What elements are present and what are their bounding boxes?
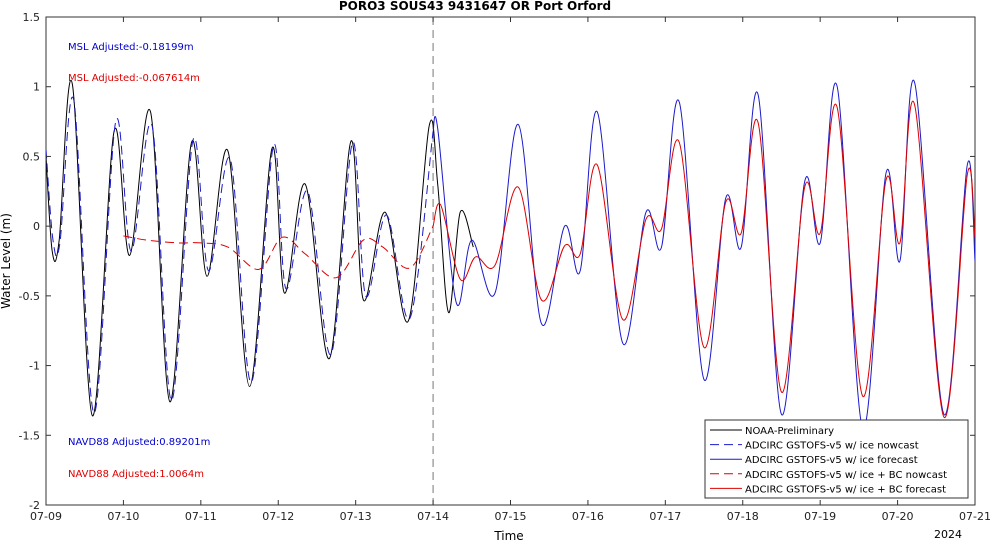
y-tick-label: -2 [29,499,40,512]
legend-entry: ADCIRC GSTOFS-v5 w/ ice + BC forecast [745,484,946,495]
series-line-4 [432,100,975,418]
annotation-text: NAVD88 Adjusted:0.89201m [68,437,210,448]
series-line-2 [432,79,975,429]
annotations: MSL Adjusted:-0.18199m MSL Adjusted:-0.06… [68,42,210,480]
x-tick-label: 07-20 [882,510,914,523]
legend-entry: ADCIRC GSTOFS-v5 w/ ice nowcast [745,441,919,452]
y-axis-label: Water Level (m) [0,213,13,309]
x-tick-label: 07-14 [417,510,449,523]
y-axis: 1.5 1 0.5 0 -0.5 -1 -1.5 -2 [19,11,975,512]
x-axis: 07-09 07-10 07-11 07-12 07-13 07-14 07-15 07-16… [30,17,991,523]
x-tick-label: 07-15 [495,510,527,523]
series-line-0 [46,79,474,417]
annotation-text: MSL Adjusted:-0.067614m [68,73,200,84]
annotation-text: NAVD88 Adjusted:1.0064m [68,469,204,480]
x-tick-label: 07-10 [107,510,139,523]
x-tick-label: 07-13 [340,510,372,523]
series-line-3 [123,225,434,279]
legend-entry: NOAA-Preliminary [745,426,834,437]
x-tick-label: 07-18 [727,510,759,523]
x-tick-label: 07-09 [30,510,62,523]
legend-box [704,419,969,499]
x-year-label: 2024 [934,528,962,541]
series-line-1 [46,96,434,414]
y-tick-label: -0.5 [19,290,40,303]
y-tick-label: 0.5 [23,150,41,163]
x-tick-label: 07-11 [185,510,217,523]
y-tick-label: 1 [33,81,40,94]
y-tick-label: -1.5 [19,429,40,442]
plot-area [45,16,976,506]
x-tick-label: 07-19 [804,510,836,523]
x-tick-label: 07-16 [572,510,604,523]
x-tick-label: 07-21 [959,510,991,523]
x-tick-label: 07-17 [649,510,681,523]
legend-entry: ADCIRC GSTOFS-v5 w/ ice + BC nowcast [745,470,947,481]
chart-title: PORO3 SOUS43 9431647 OR Port Orford [339,0,611,13]
x-axis-label: Time [493,529,523,541]
annotation-text: MSL Adjusted:-0.18199m [68,42,194,53]
y-tick-label: 1.5 [23,11,41,24]
y-tick-label: 0 [33,220,40,233]
y-tick-label: -1 [29,360,40,373]
legend: NOAA-Preliminary ADCIRC GSTOFS-v5 w/ ice … [704,419,969,499]
x-tick-label: 07-12 [262,510,294,523]
legend-entry: ADCIRC GSTOFS-v5 w/ ice forecast [745,455,918,466]
